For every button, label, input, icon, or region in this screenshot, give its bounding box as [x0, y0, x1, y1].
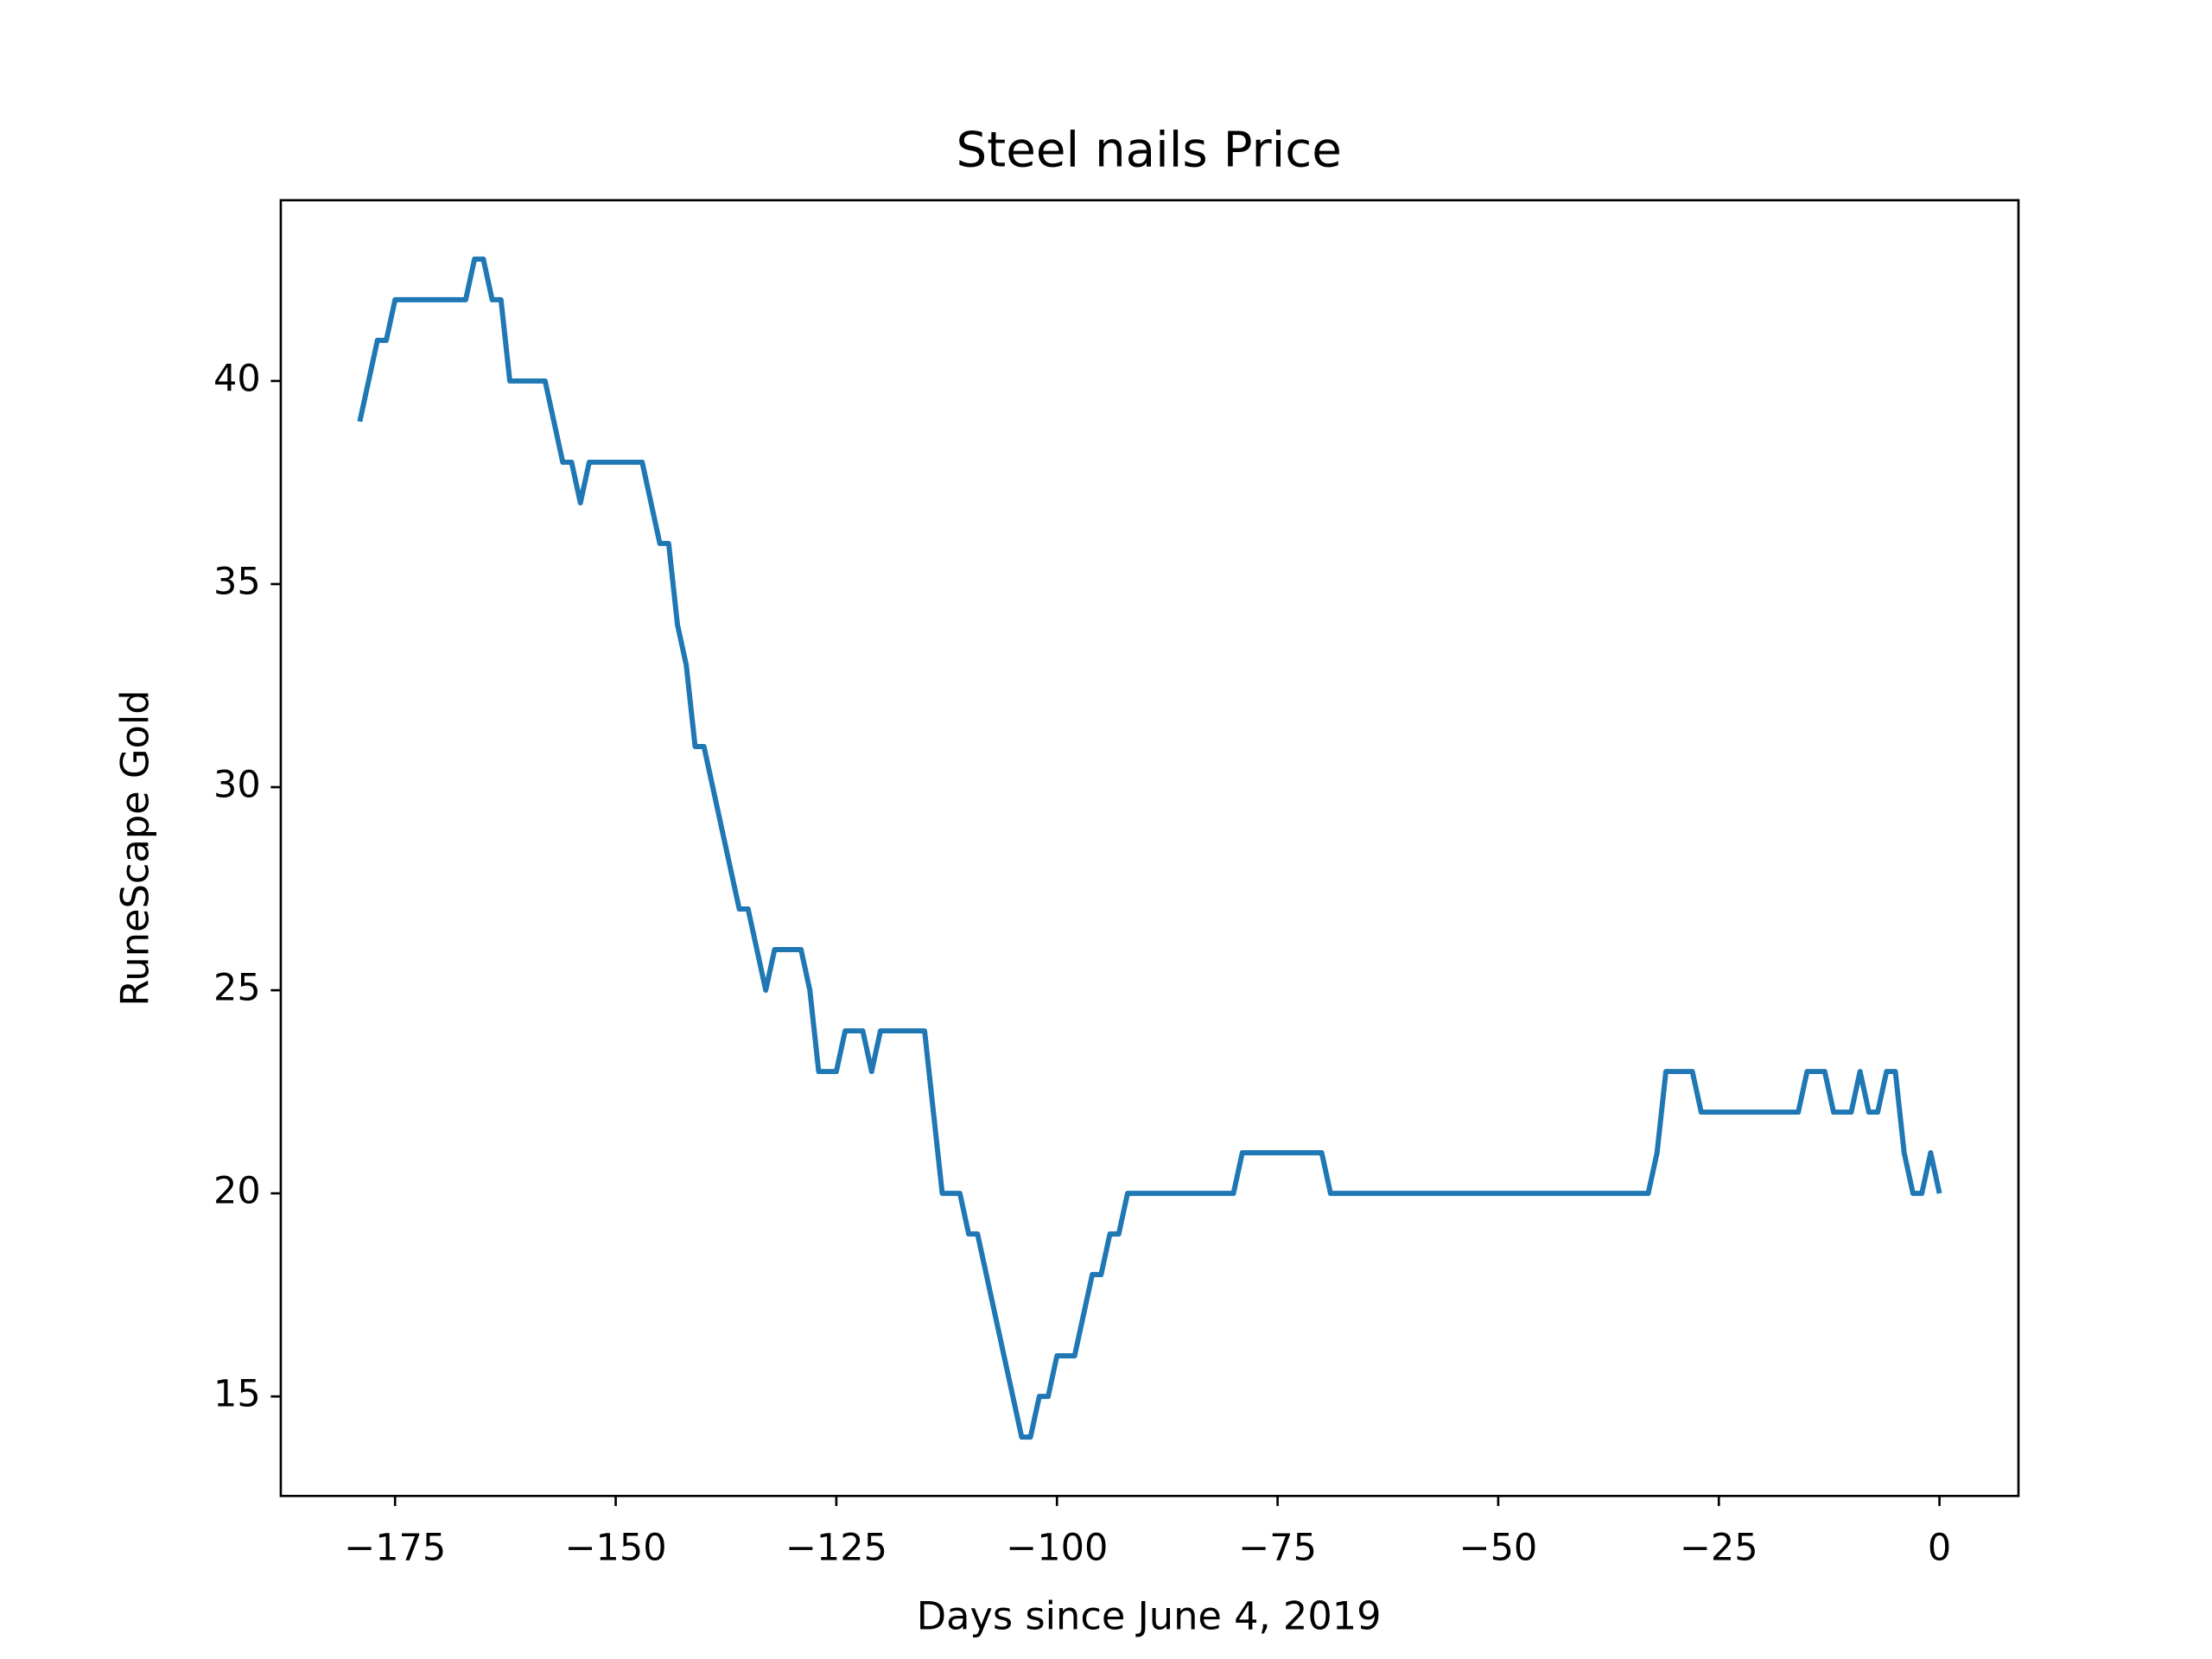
x-tick-label: 0: [1928, 1527, 1951, 1570]
x-tick-label: −100: [1006, 1527, 1108, 1570]
x-tick-label: −50: [1459, 1527, 1538, 1570]
y-tick-label: 30: [213, 764, 261, 807]
y-axis-label: RuneScape Gold: [112, 690, 157, 1006]
y-tick-label: 15: [213, 1373, 261, 1416]
x-tick-label: −175: [344, 1527, 446, 1570]
plot-frame: [279, 199, 2020, 1497]
x-tick-label: −25: [1680, 1527, 1758, 1570]
y-tick-label: 40: [213, 357, 261, 400]
x-tick-label: −150: [564, 1527, 666, 1570]
y-tick-label: 20: [213, 1170, 261, 1213]
x-tick-label: −75: [1238, 1527, 1317, 1570]
y-tick-label: 35: [213, 560, 261, 603]
price-line: [357, 256, 1942, 1440]
chart-title: Steel nails Price: [956, 123, 1341, 179]
x-tick-label: −125: [785, 1527, 887, 1570]
x-axis-label: Days since June 4, 2019: [917, 1594, 1382, 1639]
y-tick-label: 25: [213, 967, 261, 1010]
